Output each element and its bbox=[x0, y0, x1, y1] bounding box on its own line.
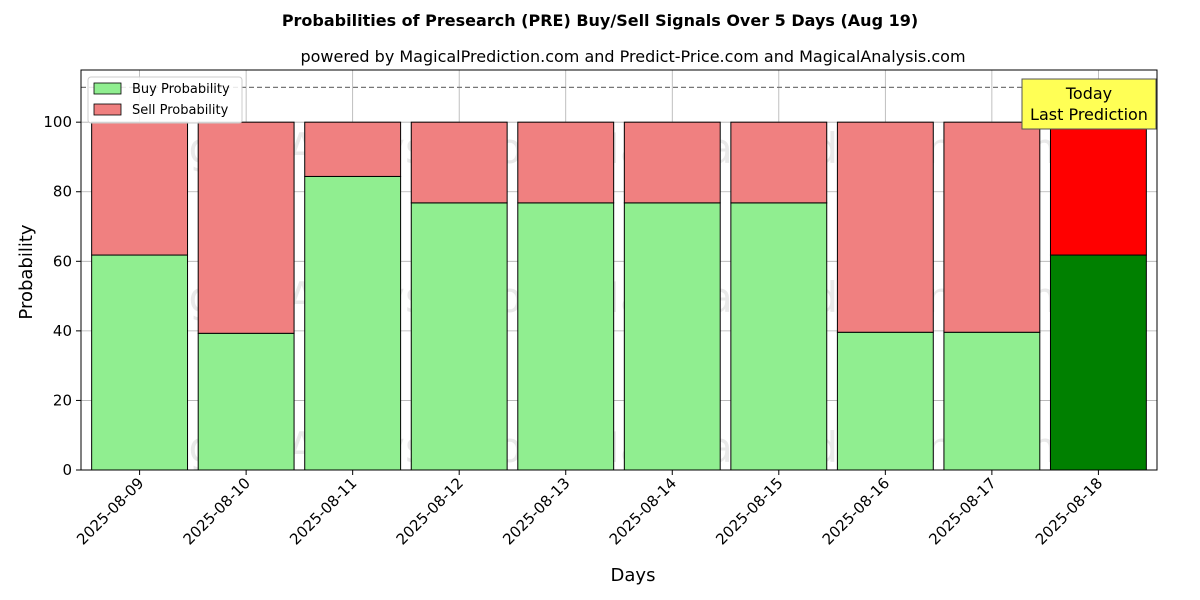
legend-swatch-buy bbox=[93, 82, 122, 95]
y-tick-label: 100 bbox=[43, 113, 72, 131]
legend-swatch-sell bbox=[93, 103, 122, 116]
bar-sell-2025-08-14 bbox=[623, 121, 721, 204]
today-annotation: Today Last Prediction bbox=[1021, 78, 1157, 130]
bars-layer bbox=[91, 121, 1147, 471]
bar-sell-2025-08-09 bbox=[91, 121, 189, 256]
bar-sell-2025-08-16 bbox=[836, 121, 934, 333]
bar-buy-2025-08-10 bbox=[197, 332, 295, 471]
x-axis-label: Days bbox=[611, 565, 656, 586]
y-tick-label: 40 bbox=[53, 322, 72, 340]
bar-buy-2025-08-13 bbox=[517, 202, 615, 471]
x-tick-label: 2025-08-10 bbox=[180, 474, 254, 548]
bar-buy-2025-08-18 bbox=[1049, 254, 1147, 471]
y-tick-label: 20 bbox=[53, 391, 72, 409]
bar-sell-2025-08-11 bbox=[304, 121, 402, 177]
bar-sell-2025-08-10 bbox=[197, 121, 295, 334]
x-tick-label: 2025-08-16 bbox=[819, 474, 893, 548]
annotation-line2: Last Prediction bbox=[1030, 105, 1148, 124]
bar-buy-2025-08-09 bbox=[91, 254, 189, 471]
bar-buy-2025-08-14 bbox=[623, 202, 721, 471]
bar-buy-2025-08-16 bbox=[836, 331, 934, 471]
annotation-line1: Today bbox=[1065, 84, 1112, 103]
bar-sell-2025-08-12 bbox=[410, 121, 508, 204]
bar-sell-2025-08-18 bbox=[1049, 121, 1147, 256]
y-ticks: 0 20 40 60 80 100 bbox=[43, 113, 81, 479]
y-tick-label: 60 bbox=[53, 252, 72, 270]
x-tick-label: 2025-08-13 bbox=[499, 474, 573, 548]
x-ticks: 2025-08-09 2025-08-10 2025-08-11 2025-08-12… bbox=[73, 470, 1106, 548]
bar-sell-2025-08-17 bbox=[943, 121, 1041, 333]
x-tick-label: 2025-08-15 bbox=[712, 474, 786, 548]
chart-title: Probabilities of Presearch (PRE) Buy/Sel… bbox=[282, 11, 918, 30]
bar-buy-2025-08-12 bbox=[410, 202, 508, 471]
y-tick-label: 80 bbox=[53, 183, 72, 201]
bar-buy-2025-08-11 bbox=[304, 175, 402, 471]
bar-sell-2025-08-15 bbox=[730, 121, 828, 204]
y-axis-label: Probability bbox=[16, 224, 37, 319]
bar-buy-2025-08-17 bbox=[943, 331, 1041, 471]
legend-frame bbox=[87, 76, 243, 124]
bar-sell-2025-08-13 bbox=[517, 121, 615, 204]
legend-label-buy: Buy Probability bbox=[132, 82, 230, 97]
y-tick-label: 0 bbox=[62, 461, 72, 479]
x-tick-label: 2025-08-09 bbox=[73, 474, 147, 548]
bar-buy-2025-08-15 bbox=[730, 202, 828, 471]
x-tick-label: 2025-08-12 bbox=[393, 474, 467, 548]
legend: Buy Probability Sell Probability bbox=[87, 76, 243, 124]
plot-frame bbox=[80, 69, 1158, 471]
x-tick-label: 2025-08-14 bbox=[606, 474, 680, 548]
legend-label-sell: Sell Probability bbox=[132, 103, 229, 118]
x-tick-label: 2025-08-11 bbox=[286, 474, 360, 548]
x-tick-label: 2025-08-17 bbox=[925, 474, 999, 548]
x-tick-label: 2025-08-18 bbox=[1032, 474, 1106, 548]
annotation-box bbox=[1021, 78, 1157, 130]
chart-subtitle: powered by MagicalPrediction.com and Pre… bbox=[300, 47, 965, 66]
